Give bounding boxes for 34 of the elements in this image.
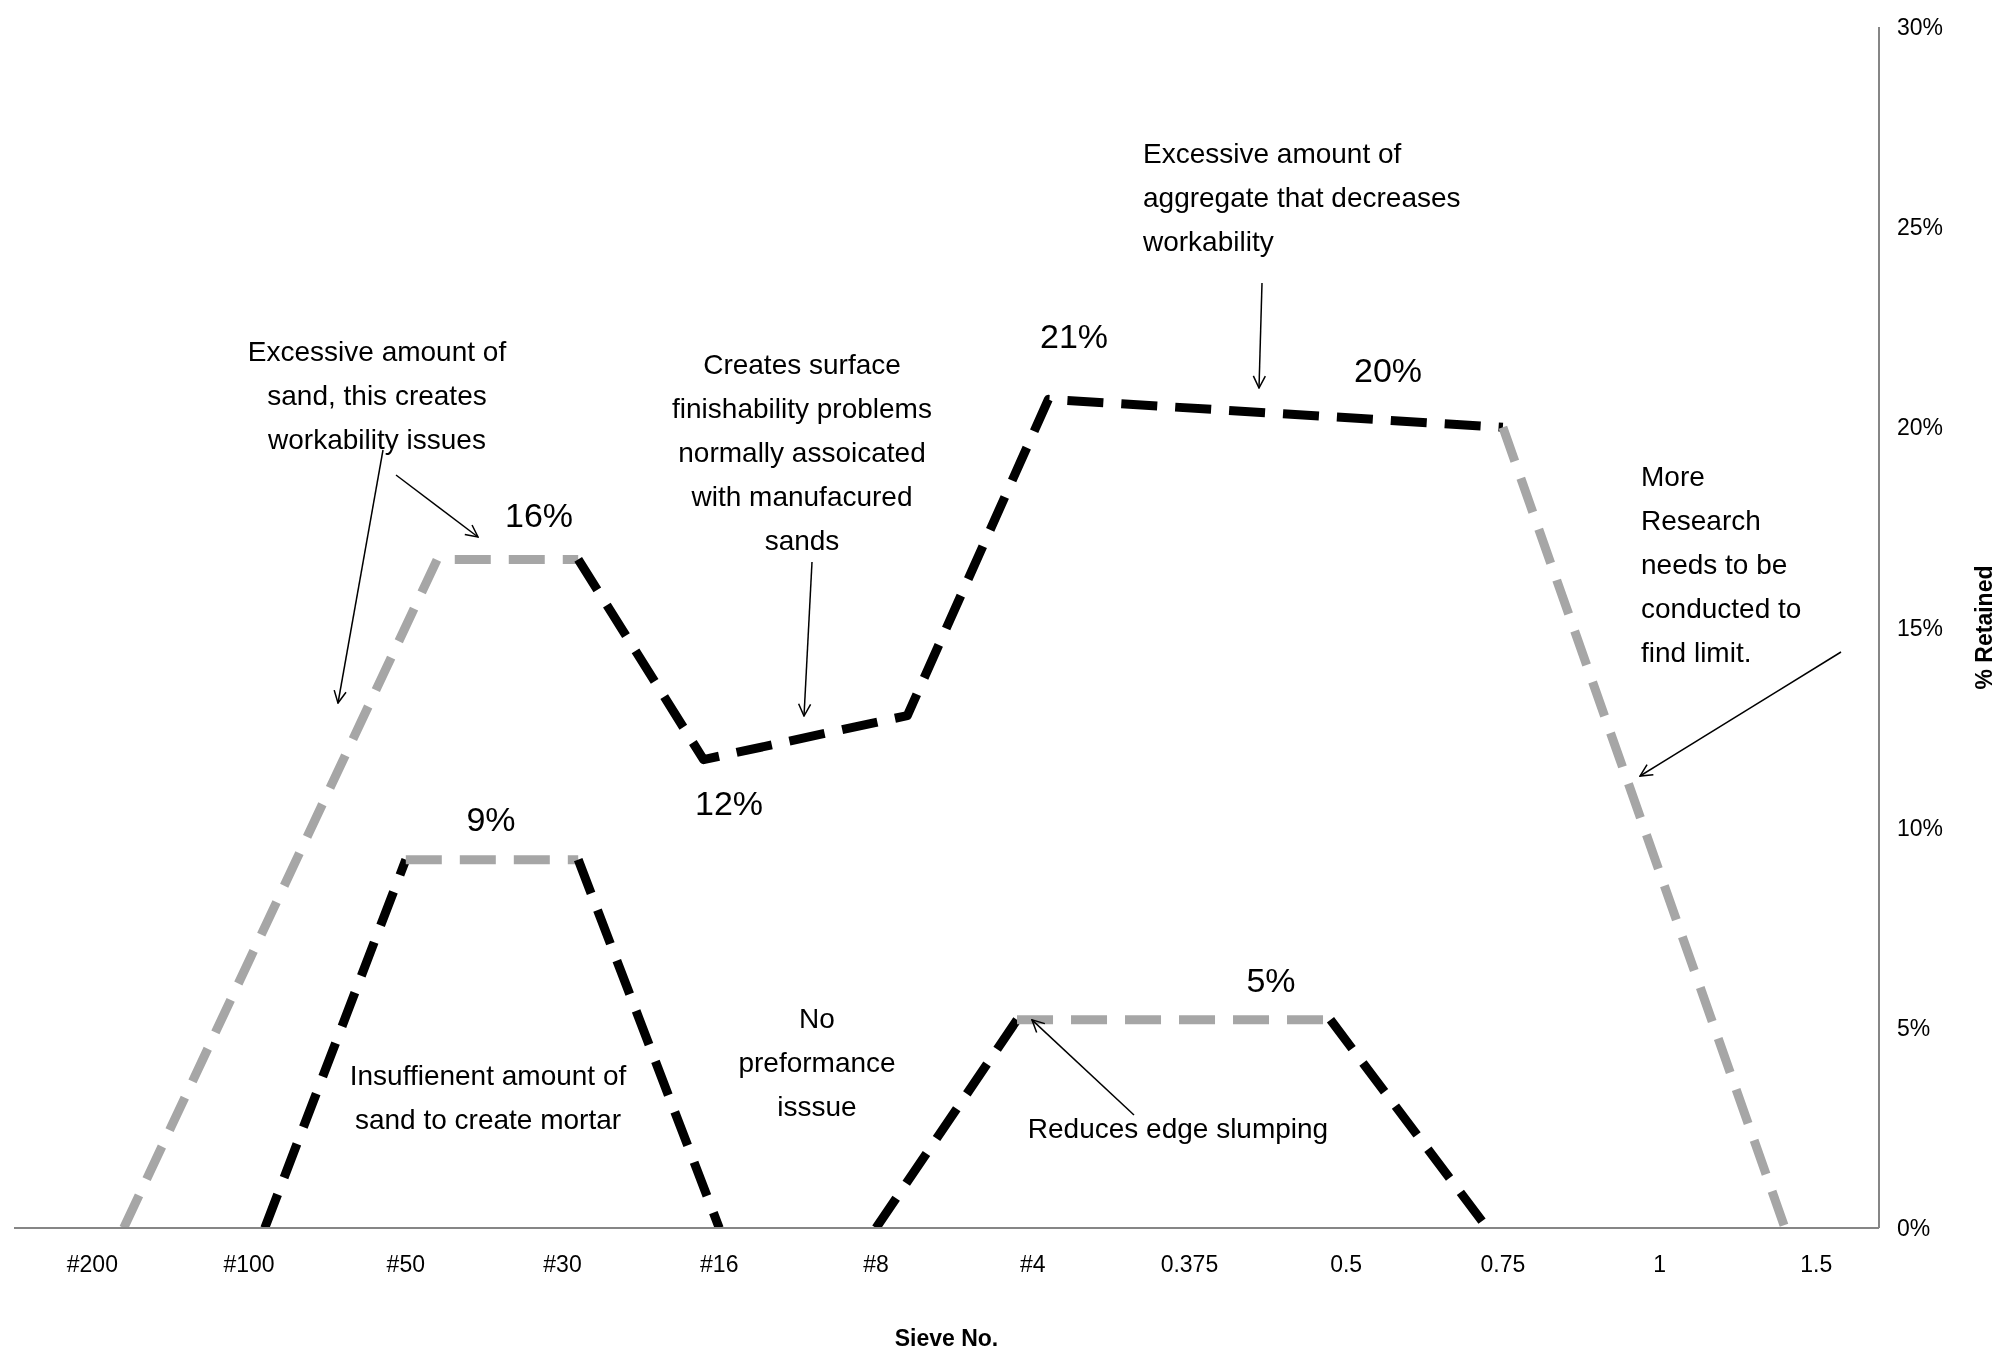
annotation: Excessive amount of aggregate that decreases workability xyxy=(1143,137,1462,259)
y-tick-label: 10% xyxy=(1897,814,1944,841)
y-axis-title: % Retained xyxy=(1971,565,1998,690)
x-tick-label: 0.75 xyxy=(1480,1251,1526,1278)
y-tick-label: 0% xyxy=(1897,1215,1931,1242)
x-tick-label: 1.5 xyxy=(1800,1251,1833,1278)
y-tick-label: 15% xyxy=(1897,614,1944,641)
x-tick-label: 0.5 xyxy=(1330,1251,1363,1278)
annotation: Insuffienent amount of sand to create mortar xyxy=(348,1059,628,1137)
x-tick-label: #100 xyxy=(223,1251,275,1278)
x-tick-label: #16 xyxy=(700,1251,739,1278)
x-tick-label: #8 xyxy=(863,1251,889,1278)
y-tick-label: 5% xyxy=(1897,1015,1931,1041)
x-axis-title: Sieve No. xyxy=(894,1325,999,1347)
annotation: Reduces edge slumping xyxy=(1026,1112,1330,1146)
y-tick-label: 20% xyxy=(1897,414,1944,441)
x-tick-label: #4 xyxy=(1019,1251,1046,1278)
annotation: 20% xyxy=(1353,351,1423,390)
y-tick-label: 30% xyxy=(1897,14,1944,41)
x-tick-label: #200 xyxy=(66,1251,118,1278)
annotation: 9% xyxy=(466,799,516,838)
y-tick-label: 25% xyxy=(1897,214,1944,241)
annotation: No preformance isssue xyxy=(737,1002,897,1124)
annotation: 5% xyxy=(1246,960,1296,999)
x-tick-label: 1 xyxy=(1653,1251,1666,1278)
annotation: Excessive amount of sand, this creates workability issues xyxy=(246,335,508,457)
annotation: Creates surface finishability problems normally assoicated with manufacured sands xyxy=(671,348,933,558)
x-tick-label: 0.375 xyxy=(1160,1251,1219,1278)
x-tick-label: #30 xyxy=(543,1251,582,1278)
x-tick-label: #50 xyxy=(386,1251,425,1278)
annotation: More Research needs to be conducted to find limit. xyxy=(1641,460,1803,670)
annotation: 21% xyxy=(1039,317,1109,356)
annotation: 12% xyxy=(694,783,764,822)
annotation: 16% xyxy=(504,496,574,535)
